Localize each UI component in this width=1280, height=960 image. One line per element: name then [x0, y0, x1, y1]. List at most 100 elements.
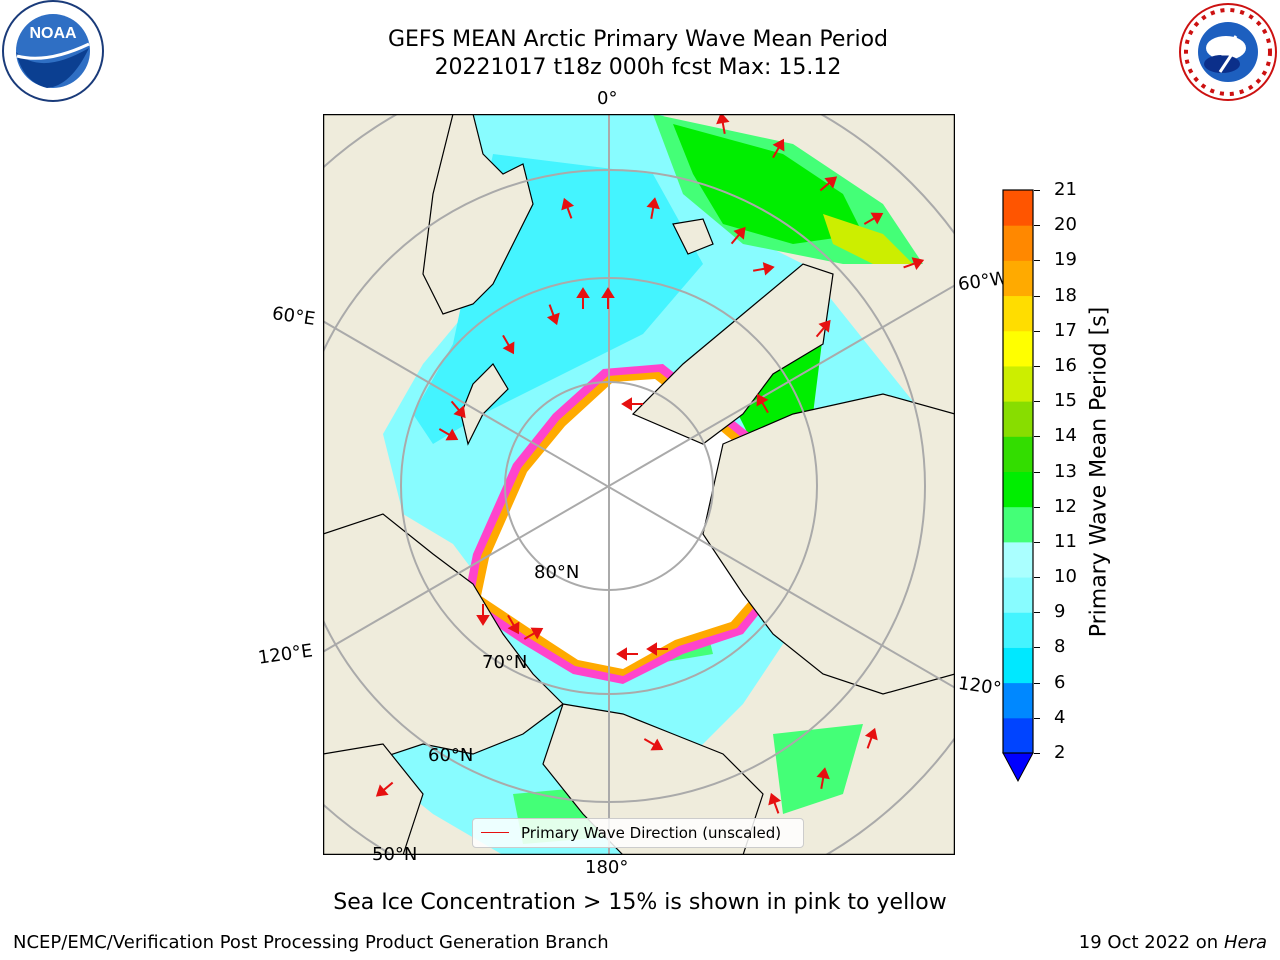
colorbar-label: Primary Wave Mean Period [s] [1086, 306, 1112, 638]
wave-arrow [716, 114, 730, 135]
wave-arrow [903, 257, 925, 271]
wave-arrow [621, 397, 643, 411]
legend-arrow-line [481, 832, 509, 833]
colorbar-tick-label: 16 [1054, 354, 1077, 376]
colorbar-tick-mark [1034, 401, 1040, 403]
footer-host: Hera [1223, 932, 1267, 953]
colorbar-segment [1003, 260, 1033, 297]
wave-arrow [646, 197, 660, 220]
colorbar-tick-mark [1034, 190, 1040, 191]
noaa-logo: NOAA [2, 0, 104, 102]
colorbar-tick-label: 17 [1054, 319, 1077, 341]
wave-arrow [816, 767, 830, 790]
colorbar-tick-mark [1034, 682, 1040, 684]
wave-arrow [523, 627, 544, 640]
colorbar-tick-label: 18 [1054, 284, 1077, 306]
colorbar-tick-mark [1034, 225, 1040, 227]
land-svalbard [672, 218, 714, 255]
wave-arrow [730, 226, 746, 245]
noaa-logo-text: NOAA [29, 25, 77, 42]
colorbar-segment [1003, 577, 1033, 613]
colorbar-tick-label: 4 [1054, 706, 1066, 728]
colorbar-tick-mark [1034, 330, 1040, 332]
land-scandinavia [422, 114, 534, 315]
wave-arrow [438, 428, 459, 441]
colorbar-segment [1003, 190, 1033, 226]
wave-arrow [756, 393, 769, 414]
colorbar-tick-mark [1034, 647, 1040, 649]
colorbar-tick-label: 13 [1054, 460, 1077, 482]
lat-label-70n: 70°N [482, 652, 528, 673]
wave-arrow [616, 647, 638, 661]
colorbar-tick-mark [1034, 260, 1040, 262]
colorbar-tick-label: 9 [1054, 601, 1066, 623]
graticule-meridian-120e-60w [323, 284, 955, 653]
lon-label-120e: 120°E [256, 640, 314, 669]
colorbar-segment [1003, 541, 1033, 578]
colorbar-tick-mark [1034, 471, 1040, 473]
wave-arrow [752, 262, 775, 276]
lat-label-60n: 60°N [428, 745, 474, 766]
atlantic-swell-yellow-green [823, 214, 913, 264]
colorbar-segment [1003, 506, 1033, 543]
colorbar-tick-label: 12 [1054, 495, 1077, 517]
atlantic-swell-bright-green [673, 124, 863, 244]
colorbar-tick-mark [1034, 612, 1040, 614]
wave-arrow [772, 138, 785, 159]
wave-arrow [815, 319, 831, 338]
colorbar-segment [1003, 225, 1033, 261]
lon-label-180: 180° [585, 857, 629, 878]
lon-label-60e: 60°E [270, 303, 317, 330]
lon-label-0: 0° [597, 88, 618, 109]
colorbar-tick-mark [1034, 577, 1040, 579]
wave-arrow [863, 212, 884, 225]
colorbar-tick-mark [1034, 436, 1040, 438]
colorbar-segment [1003, 647, 1033, 684]
colorbar-segment [1003, 436, 1033, 472]
arctic-wave-period-map [323, 114, 955, 855]
map-legend: Primary Wave Direction (unscaled) [472, 818, 804, 848]
colorbar-segment [1003, 682, 1033, 719]
colorbar-tick-label: 11 [1054, 530, 1077, 552]
wave-arrow [450, 400, 466, 419]
wave-arrow [601, 287, 615, 309]
colorbar-tick-label: 19 [1054, 249, 1077, 271]
lat-label-80n: 80°N [534, 562, 580, 583]
colorbar-tick-label: 14 [1054, 425, 1077, 447]
colorbar-tick-mark [1034, 365, 1040, 367]
footer-organization: NCEP/EMC/Verification Post Processing Pr… [13, 932, 609, 953]
colorbar-tick-label: 20 [1054, 214, 1077, 236]
colorbar-extend-triangle [1002, 752, 1034, 783]
chart-title: GEFS MEAN Arctic Primary Wave Mean Perio… [387, 27, 888, 52]
chart-subtitle-run: 20221017 t18z 000h fcst Max: 15.12 [434, 55, 842, 80]
wave-arrow [768, 792, 782, 814]
colorbar-tick-mark [1034, 541, 1040, 543]
colorbar-segment [1003, 365, 1033, 402]
footer-date-text: 19 Oct 2022 on [1078, 932, 1219, 953]
land-greenland [631, 263, 834, 445]
sea-ice-note: Sea Ice Concentration > 15% is shown in … [333, 890, 947, 915]
colorbar-tick-label: 21 [1054, 179, 1077, 200]
colorbar-segment [1003, 401, 1033, 437]
wave-arrow [643, 738, 664, 751]
wave-arrow [546, 304, 560, 326]
footer-date: 19 Oct 2022 on Hera [1079, 932, 1267, 953]
legend-label: Primary Wave Direction (unscaled) [521, 824, 782, 842]
pacific-swell-green [773, 724, 863, 814]
wave-arrow [576, 287, 590, 309]
wave-arrow [864, 727, 878, 749]
lat-label-50n: 50°N [372, 844, 418, 865]
colorbar-tick-mark [1034, 295, 1040, 297]
wave-arrow [819, 176, 838, 192]
colorbar-segment [1003, 295, 1033, 332]
map-graticule [323, 114, 955, 855]
colorbar-tick-mark [1034, 717, 1040, 719]
colorbar-segment [1003, 717, 1033, 754]
colorbar-tick-label: 2 [1054, 742, 1066, 763]
wave-arrow [561, 197, 575, 219]
colorbar-segment [1003, 471, 1033, 508]
wave-arrow [502, 334, 515, 355]
wave-arrow [507, 614, 520, 635]
colorbar-tick-mark [1034, 506, 1040, 508]
wave-arrow [476, 604, 490, 626]
